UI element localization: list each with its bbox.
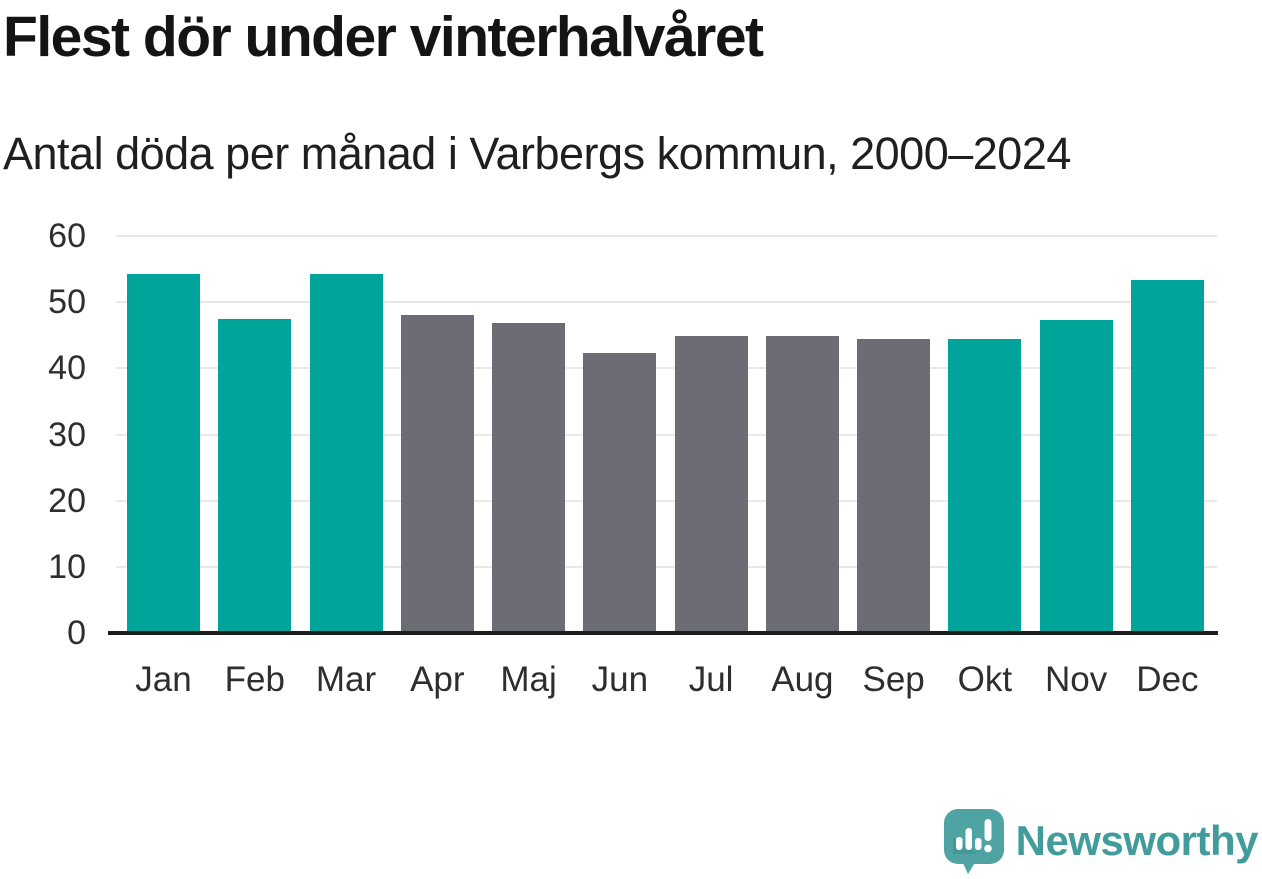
y-tick-label-20: 20: [48, 481, 86, 520]
gridline-60: [116, 235, 1217, 237]
y-tick-label-0: 0: [67, 614, 86, 652]
bar-jun: [583, 353, 657, 633]
gridline-10: [116, 565, 1217, 568]
gridline-40: [116, 367, 1217, 370]
x-tick-label-apr: Apr: [410, 660, 465, 699]
x-tick-label-mar: Mar: [315, 660, 377, 699]
x-tick-label-dec: Dec: [1136, 660, 1199, 699]
x-axis-labels: Jan Feb Mar Apr Maj Jun Jul Aug Sep Okt Nov Dec: [116, 660, 1217, 700]
x-tick-label-aug: Aug: [771, 660, 834, 699]
x-tick-label-jun: Jun: [591, 660, 649, 699]
chart-subtitle: Antal döda per månad i Varbergs kommun, …: [3, 128, 1071, 179]
bar-nov: [1039, 320, 1113, 633]
bar-mar: [309, 274, 383, 633]
y-tick-label-60: 60: [48, 217, 86, 255]
bar-jan: [127, 274, 200, 633]
newsworthy-logo-icon: [942, 807, 1006, 875]
newsworthy-wordmark: Newsworthy: [1015, 817, 1259, 864]
bar-okt: [948, 339, 1022, 633]
y-tick-label-40: 40: [48, 349, 86, 388]
bar-apr: [400, 314, 474, 633]
x-tick-label-jan: Jan: [135, 660, 192, 699]
newsworthy-brand: Newsworthy: [942, 807, 1259, 875]
gridline-20: [116, 499, 1217, 502]
bar-sep: [857, 339, 931, 633]
x-tick-label-nov: Nov: [1045, 660, 1108, 699]
bars-row: [116, 236, 1217, 633]
plot-area: [116, 235, 1217, 633]
x-axis-line: [108, 631, 1218, 635]
gridline-50: [116, 301, 1217, 304]
x-tick-label-sep: Sep: [862, 660, 925, 699]
gridline-30: [116, 433, 1217, 436]
y-tick-label-50: 50: [48, 283, 86, 322]
bar-feb: [218, 318, 292, 633]
y-tick-label-30: 30: [48, 415, 86, 454]
x-tick-label-okt: Okt: [957, 660, 1013, 699]
x-tick-label-maj: Maj: [500, 660, 557, 699]
bar-dec: [1130, 279, 1204, 633]
x-tick-label-feb: Feb: [224, 660, 285, 699]
bar-maj: [492, 323, 566, 633]
bar-aug: [765, 335, 839, 633]
x-tick-label-jul: Jul: [688, 660, 734, 699]
y-tick-label-10: 10: [48, 547, 86, 586]
bar-jul: [674, 335, 748, 633]
chart-title: Flest dör under vinterhalvåret: [3, 5, 764, 69]
